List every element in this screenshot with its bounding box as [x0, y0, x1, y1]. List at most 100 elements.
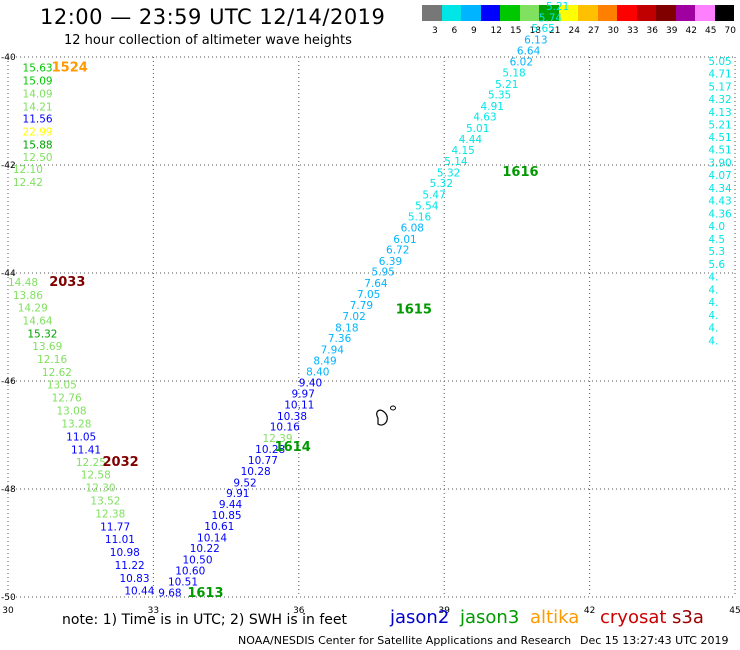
wave-height-value: 5.32	[430, 178, 453, 190]
wave-height-value: 12.39	[262, 433, 292, 445]
wave-height-value: 4.	[708, 297, 718, 309]
wave-height-value: 5.50	[553, 0, 576, 2]
wave-height-value: 14.09	[23, 89, 53, 101]
colorbar-swatch	[597, 5, 617, 21]
wave-height-value: 4.91	[481, 101, 504, 113]
wave-height-value: 15.63	[23, 63, 53, 75]
wave-height-value: 9.44	[219, 499, 243, 511]
wave-height-value: 15.88	[23, 139, 53, 151]
wave-height-value: 4.07	[708, 170, 731, 182]
wave-height-value: 6.01	[393, 234, 416, 246]
wave-height-value: 7.64	[364, 278, 388, 290]
legend-jason3: jason3	[460, 607, 520, 628]
wave-height-value: 5.01	[466, 123, 489, 135]
wave-height-value: 4.	[708, 310, 718, 322]
legend-s3a: s3a	[672, 607, 704, 628]
wave-height-value: 5.32	[437, 167, 460, 179]
wave-height-value: 14.21	[23, 101, 53, 113]
track-time-label: 1524	[52, 61, 88, 76]
colorbar-swatch	[441, 5, 461, 21]
wave-height-value: 6.08	[401, 222, 424, 234]
wave-height-value: 5.05	[708, 56, 731, 68]
wave-height-value: 5.35	[488, 90, 511, 102]
wave-height-value: 4.44	[459, 134, 483, 146]
wave-height-value: 12.50	[23, 152, 53, 164]
wave-height-value: 11.01	[105, 534, 135, 546]
wave-height-value: 4.34	[708, 183, 732, 195]
wave-height-value: 5.95	[372, 267, 395, 279]
colorbar-label: 30	[607, 26, 619, 36]
colorbar-label: 36	[646, 26, 658, 36]
wave-height-value: 5.21	[495, 79, 518, 91]
wave-height-value: 12.38	[95, 509, 125, 521]
wave-height-value: 10.77	[248, 455, 278, 467]
colorbar-label: 70	[724, 26, 736, 36]
wave-height-value: 11.22	[115, 560, 145, 572]
wave-height-value: 12.42	[13, 177, 43, 189]
wave-height-value: 22.99	[23, 126, 53, 138]
wave-height-value: 4.5	[708, 234, 725, 246]
colorbar-label: 33	[627, 26, 639, 36]
wave-height-value: 5.6	[708, 259, 725, 271]
wave-height-value: 5.18	[502, 67, 525, 79]
wave-height-value: 7.94	[321, 344, 345, 356]
wave-height-value: 4.	[708, 335, 718, 347]
wave-height-value: 4.	[708, 285, 718, 297]
y-tick-label: -48	[1, 485, 16, 495]
wave-height-value: 7.79	[350, 300, 373, 312]
y-tick-label: -42	[1, 161, 16, 171]
track-time-label: 1615	[396, 303, 432, 318]
wave-height-value: 4.43	[708, 195, 731, 207]
wave-height-value: 12.62	[42, 367, 72, 379]
colorbar-label: 24	[568, 26, 580, 36]
wave-height-value: 9.68	[158, 587, 181, 599]
wave-height-value: 7.36	[328, 333, 352, 345]
x-tick-label: 39	[438, 606, 450, 616]
chart-subtitle: 12 hour collection of altimeter wave hei…	[64, 33, 352, 48]
x-tick-label: 36	[293, 606, 305, 616]
wave-height-value: 10.83	[119, 573, 149, 585]
track-time-label: 1616	[502, 165, 538, 180]
colorbar-swatch	[695, 5, 715, 21]
wave-height-value: 11.77	[100, 522, 130, 534]
wave-height-value: 10.60	[175, 565, 205, 577]
colorbar-swatch	[617, 5, 637, 21]
wave-height-value: 5.14	[444, 156, 468, 168]
track-time-label: 1613	[187, 586, 223, 601]
wave-height-value: 6.72	[386, 245, 409, 257]
track-time-label: 1614	[275, 440, 311, 455]
wave-height-value: 12.16	[37, 354, 67, 366]
wave-height-value: 4.15	[451, 145, 474, 157]
wave-height-value: 10.61	[204, 521, 234, 533]
track-time-label: 2033	[49, 275, 85, 290]
wave-height-value: 4.63	[473, 112, 496, 124]
wave-height-value: 10.11	[284, 400, 314, 412]
colorbar-swatch	[714, 5, 734, 21]
wave-height-value: 13.52	[90, 496, 120, 508]
wave-height-value: 13.69	[32, 341, 62, 353]
colorbar-swatch	[480, 5, 500, 21]
wave-height-value: 10.85	[212, 510, 242, 522]
colorbar-swatch	[675, 5, 695, 21]
y-tick-label: -46	[1, 377, 16, 387]
wave-height-value: 6.02	[510, 57, 533, 69]
colorbar-label: 12	[490, 26, 502, 36]
wave-height-value: 6.64	[517, 45, 541, 57]
footer-note: note: 1) Time is in UTC; 2) SWH is in fe…	[62, 612, 348, 628]
wave-height-value: 10.51	[168, 577, 198, 589]
wave-height-value: 11.05	[66, 431, 96, 443]
island-shape	[390, 405, 396, 411]
x-tick-label: 33	[148, 606, 159, 616]
wave-height-value: 7.02	[342, 311, 365, 323]
wave-height-value: 5.47	[422, 189, 445, 201]
wave-height-value: 10.28	[255, 444, 285, 456]
colorbar-label: 18	[529, 26, 541, 36]
colorbar-swatch	[539, 5, 559, 21]
wave-height-value: 4.51	[708, 145, 731, 157]
colorbar-label: 6	[451, 26, 458, 36]
x-tick-label: 30	[2, 606, 14, 616]
legend-cryosat: cryosat	[600, 607, 667, 628]
colorbar-label: 42	[685, 26, 697, 36]
wave-height-value: 4.36	[708, 208, 732, 220]
